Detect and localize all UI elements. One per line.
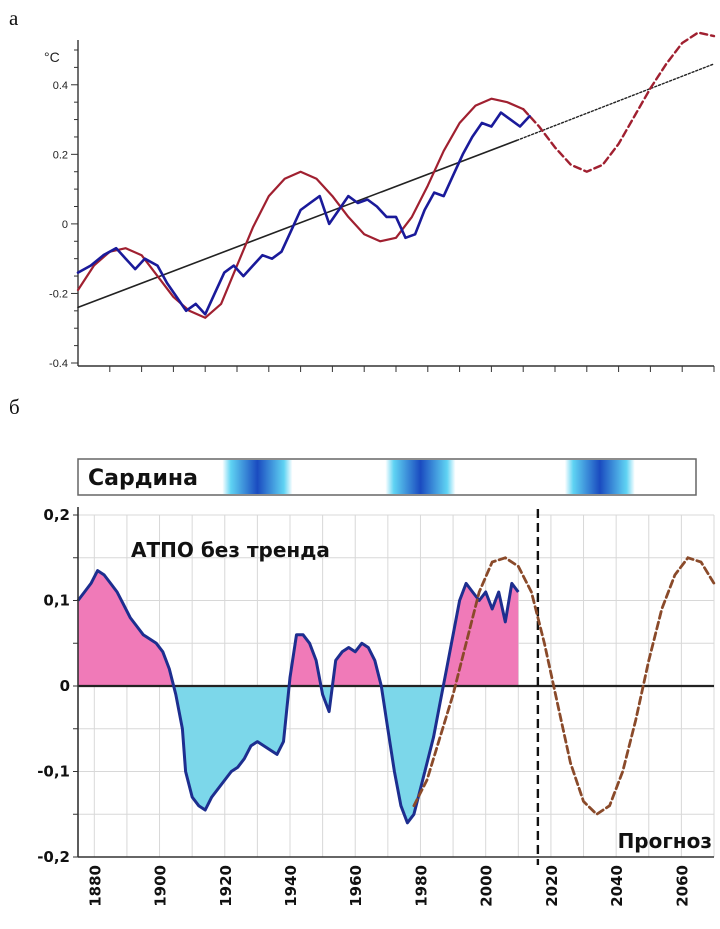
chart-a: 0.4 0.2 0 -0.2 -0.4 °C: [44, 31, 716, 372]
x-tick-label: 1900: [152, 865, 170, 907]
x-tick-label: 2000: [478, 865, 496, 907]
y-tick-label: -0,1: [37, 763, 70, 781]
y-tick-label: -0.2: [49, 288, 68, 300]
series-line-red-solid: [76, 97, 525, 319]
forecast-annotation: Прогноз: [618, 829, 712, 853]
x-tick-label: 1880: [86, 865, 104, 907]
negative-area: [78, 686, 519, 823]
sardina-peak: [564, 460, 635, 494]
y-tick-label: 0: [62, 219, 68, 231]
sardina-label: Сардина: [88, 466, 198, 491]
series-line-red-dashed: [522, 31, 716, 173]
y-tick-label: 0: [60, 677, 70, 695]
y-tick-label: 0,2: [43, 506, 70, 524]
x-tick-label: 2060: [673, 865, 691, 907]
y-tick-label: 0.2: [53, 149, 68, 161]
y-tick-label: -0,2: [37, 848, 70, 866]
series-line-blue-solid: [76, 111, 531, 316]
model-dashed-line: [412, 556, 716, 817]
chart-title: АТПО без тренда: [131, 538, 330, 562]
observed-line: [76, 569, 520, 825]
positive-area: [78, 570, 519, 686]
sardina-peak: [385, 460, 456, 494]
y-tick-label: 0,1: [43, 592, 70, 610]
x-tick-label: 1920: [217, 865, 235, 907]
x-tick-label: 2020: [543, 865, 561, 907]
panel-b-letter: б: [9, 395, 20, 419]
series-line-black-trend: [77, 139, 518, 309]
x-tick-label: 1980: [412, 865, 430, 907]
y-tick-label: -0.4: [49, 358, 68, 370]
series-line-black-trend-dotted: [516, 63, 715, 142]
x-tick-label: 1940: [282, 865, 300, 907]
x-tick-label: 2040: [608, 865, 626, 907]
unit-label: °C: [44, 49, 60, 65]
y-tick-label: 0.4: [53, 80, 68, 92]
sardina-peak: [222, 460, 293, 494]
panel-a-letter: а: [9, 6, 19, 30]
x-tick-label: 1960: [347, 865, 365, 907]
